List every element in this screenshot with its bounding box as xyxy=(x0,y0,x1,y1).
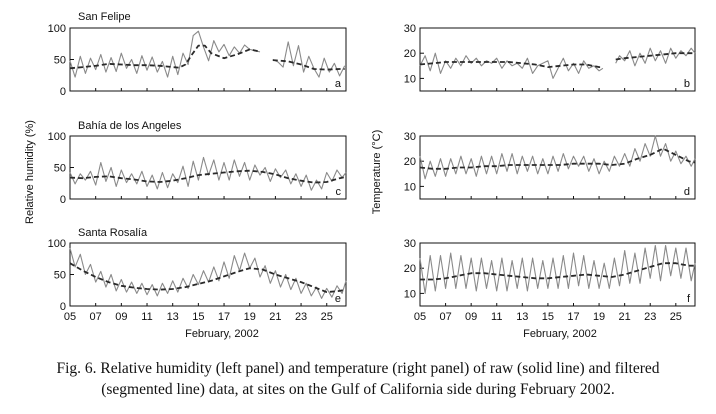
y-tick-label: 30 xyxy=(404,23,416,35)
figure-caption: Fig. 6. Relative humidity (left panel) a… xyxy=(0,358,716,400)
raw-series-line xyxy=(272,41,346,78)
filtered-series-line xyxy=(615,52,695,61)
y-tick-label: 30 xyxy=(404,238,416,250)
left-x-tick-labels: 05 07 09 11 13 15 17 19 21 23 25 xyxy=(64,311,333,323)
x-tick-label: 11 xyxy=(141,311,152,323)
panel-d: 10 20 30 d xyxy=(404,131,696,200)
site-label-san-felipe: San Felipe xyxy=(78,11,131,23)
site-label-bahia-de-los-angeles: Bahía de los Angeles xyxy=(78,120,182,132)
panel-frame-b xyxy=(419,27,696,92)
caption-line-2: (segmented line) data, at sites on the G… xyxy=(101,381,615,398)
x-tick-label: 13 xyxy=(167,311,179,323)
x-tick-label: 25 xyxy=(321,311,333,323)
raw-series-line xyxy=(615,47,696,67)
y-tick-label: 50 xyxy=(54,163,66,175)
x-tick-label: 21 xyxy=(269,311,281,323)
panel-letter-d: d xyxy=(684,186,690,198)
x-tick-label: 09 xyxy=(115,311,127,323)
panel-frame-f xyxy=(419,242,696,307)
panel-letter-f: f xyxy=(687,293,691,305)
x-tick-label: 07 xyxy=(439,311,451,323)
y-tick-label: 0 xyxy=(60,194,66,206)
filtered-series-line xyxy=(272,59,345,71)
y-tick-label: 100 xyxy=(48,23,66,35)
right-x-tick-labels: 05 07 09 11 13 15 17 19 21 23 25 xyxy=(414,311,682,323)
x-tick-label: 05 xyxy=(414,311,426,323)
x-tick-label: 05 xyxy=(64,311,76,323)
y-tick-label: 50 xyxy=(54,55,66,67)
x-tick-label: 23 xyxy=(644,311,656,323)
panel-f: 10 20 30 f xyxy=(404,238,696,307)
x-tick-label: 17 xyxy=(218,311,230,323)
filtered-series-line xyxy=(69,262,347,294)
panel-c: Bahía de los Angeles 0 50 100 c xyxy=(48,120,347,206)
y-tick-label: 0 xyxy=(60,86,66,98)
y-tick-label: 0 xyxy=(60,301,66,313)
raw-series-line xyxy=(419,135,696,180)
x-tick-label: 15 xyxy=(542,311,554,323)
filtered-series-line xyxy=(419,147,696,170)
x-tick-label: 07 xyxy=(90,311,102,323)
site-label-santa-rosalia: Santa Rosalía xyxy=(78,227,148,239)
right-y-axis-label: Temperature (°C) xyxy=(371,130,383,214)
left-y-axis-label: Relative humidity (%) xyxy=(24,120,36,224)
panel-letter-a: a xyxy=(335,78,342,90)
y-tick-label: 50 xyxy=(54,270,66,282)
right-x-axis-label: February, 2002 xyxy=(523,328,597,340)
right-panels: 10 20 30 b 10 20 30 d 10 20 30 f 05 07 09 11 13 15 17 19… xyxy=(371,23,696,340)
x-tick-label: 23 xyxy=(295,311,307,323)
panel-b: 10 20 30 b xyxy=(404,23,696,92)
y-tick-label: 20 xyxy=(404,156,416,168)
raw-series-line xyxy=(69,30,261,78)
y-tick-label: 30 xyxy=(404,131,416,143)
panel-letter-b: b xyxy=(684,78,690,90)
left-x-axis-label: February, 2002 xyxy=(185,328,259,340)
raw-series-line xyxy=(419,52,604,79)
y-tick-label: 10 xyxy=(404,288,416,300)
x-tick-label: 15 xyxy=(192,311,204,323)
raw-series-line xyxy=(69,247,347,299)
y-tick-label: 10 xyxy=(404,181,416,193)
x-tick-label: 11 xyxy=(491,311,502,323)
raw-series-line xyxy=(419,244,696,294)
y-tick-label: 20 xyxy=(404,48,416,60)
panel-letter-e: e xyxy=(335,293,341,305)
filtered-series-line xyxy=(69,44,259,70)
x-tick-label: 17 xyxy=(567,311,579,323)
filtered-series-line xyxy=(420,262,695,281)
x-tick-label: 21 xyxy=(619,311,631,323)
x-tick-label: 13 xyxy=(516,311,528,323)
x-tick-label: 19 xyxy=(593,311,605,323)
panel-letter-c: c xyxy=(336,186,342,198)
raw-series-line xyxy=(69,156,347,191)
filtered-series-line xyxy=(419,61,603,68)
y-tick-label: 20 xyxy=(404,263,416,275)
y-tick-label: 100 xyxy=(48,238,66,250)
x-tick-label: 19 xyxy=(244,311,256,323)
y-tick-label: 100 xyxy=(48,131,66,143)
panel-e: Santa Rosalía 0 50 100 e xyxy=(48,227,347,313)
x-tick-label: 25 xyxy=(670,311,682,323)
y-tick-label: 10 xyxy=(404,73,416,85)
panel-a: San Felipe 0 50 100 a xyxy=(48,11,347,98)
x-tick-label: 09 xyxy=(465,311,477,323)
caption-line-1: Fig. 6. Relative humidity (left panel) a… xyxy=(56,360,660,377)
